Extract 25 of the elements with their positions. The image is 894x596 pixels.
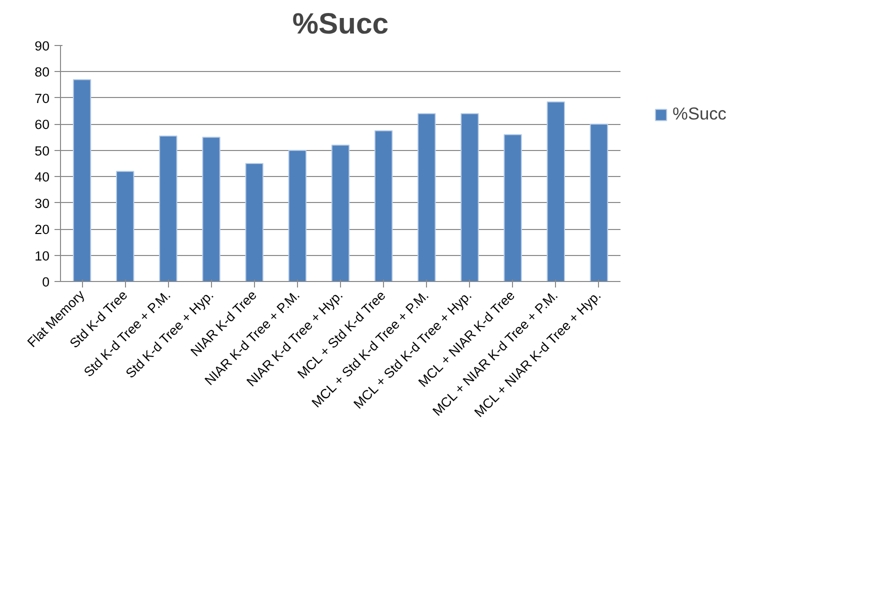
bar	[460, 113, 479, 282]
y-tick-label: 0	[42, 274, 50, 290]
bar	[202, 136, 220, 282]
bar	[116, 170, 134, 282]
y-tick-label: 60	[34, 117, 50, 132]
y-tick-label: 90	[34, 38, 50, 54]
y-tick-label: 70	[34, 90, 50, 106]
y-tick-label: 40	[34, 170, 50, 185]
bar	[288, 150, 307, 282]
y-tick-label: 20	[34, 222, 50, 238]
bar	[418, 113, 436, 282]
y-tick-label: 80	[34, 64, 50, 80]
bar	[159, 135, 178, 282]
y-tick-label: 30	[34, 196, 50, 211]
bar	[504, 134, 522, 282]
bar	[546, 101, 565, 282]
bar	[331, 144, 350, 282]
y-tick-label: 10	[34, 248, 50, 264]
y-tick-label: 50	[34, 143, 50, 158]
bar	[72, 79, 92, 282]
chart-title: %Succ	[292, 8, 389, 40]
bar	[374, 130, 393, 282]
bar	[245, 163, 264, 282]
legend-label: %Succ	[672, 104, 726, 124]
bar	[590, 124, 608, 282]
